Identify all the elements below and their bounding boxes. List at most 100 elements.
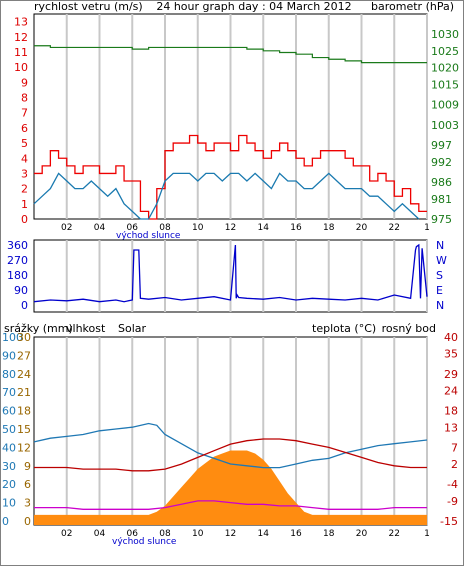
series-pressure	[34, 45, 427, 64]
tick-label-pressure: 1030	[431, 28, 459, 41]
x-tick-label: 16	[290, 223, 302, 233]
tick-label-wind: 3	[21, 167, 28, 180]
grid-temperature	[65, 337, 428, 525]
tick-label-rain: 100	[2, 331, 23, 344]
tick-label-temperature: 29	[444, 368, 458, 381]
tick-label-rain: 60	[2, 405, 16, 418]
tick-label-temperature: -15	[440, 515, 458, 528]
tick-label-temperature: 18	[444, 405, 458, 418]
tick-label-pressure: 986	[431, 176, 452, 189]
x-axis-ticks-bottom: 02 04 06 08 10 12 14 16 18 20 22 1	[61, 529, 430, 539]
tick-label-rain: 90	[2, 349, 16, 362]
tick-label-wind: 11	[14, 46, 28, 59]
tick-label-humidity: 12	[17, 441, 31, 454]
tick-label-wind: 9	[21, 76, 28, 89]
solar-axis-title: Solar	[118, 322, 147, 335]
x-tick-label: 22	[389, 223, 400, 233]
tick-label-temperature: 35	[444, 348, 458, 361]
compass-label: N	[436, 239, 444, 252]
x-tick-label: 08	[159, 223, 171, 233]
tick-label-humidity: 27	[17, 349, 31, 362]
sunrise-label-top: východ slunce	[116, 231, 181, 241]
tick-label-pressure: 1025	[431, 45, 459, 58]
tick-label-rain: 50	[2, 423, 16, 436]
tick-label-temperature: 13	[444, 421, 458, 434]
tick-label-temperature: 24	[444, 385, 458, 398]
compass-label: E	[436, 284, 443, 297]
x-tick-label: 04	[94, 223, 106, 233]
tick-label-wind: 2	[21, 183, 28, 196]
x-tick-label: 1	[424, 223, 430, 233]
x-tick-label: 14	[258, 223, 270, 233]
tick-label-pressure: 1003	[431, 119, 459, 132]
compass-label: W	[436, 254, 447, 267]
rain-axis-title: srážky (mm)	[4, 322, 73, 335]
tick-label-humidity: 15	[17, 423, 31, 436]
tick-label-rain: 40	[2, 441, 16, 454]
x-tick-label: 18	[323, 529, 335, 539]
wind-axis-title: rychlost vetru (m/s)	[34, 0, 143, 13]
grid-direction	[65, 240, 428, 312]
series-dewpoint	[34, 500, 427, 510]
tick-label-rain: 10	[2, 497, 16, 510]
compass-label: N	[436, 299, 444, 312]
tick-label-humidity: 21	[17, 386, 31, 399]
tick-label-direction: 360	[7, 239, 28, 252]
compass-label: S	[436, 269, 443, 282]
tick-label-pressure: 992	[431, 156, 452, 169]
x-tick-label: 1	[424, 529, 430, 539]
temperature-axis-title: teplota (°C)	[312, 322, 376, 335]
x-tick-label: 02	[61, 223, 72, 233]
tick-label-pressure: 997	[431, 139, 452, 152]
tick-label-rain: 0	[2, 515, 9, 528]
tick-label-temperature: -4	[447, 478, 458, 491]
tick-label-pressure: 1020	[431, 62, 459, 75]
x-tick-label: 08	[159, 529, 171, 539]
chart-title: 24 hour graph day : 04 March 2012	[156, 0, 351, 13]
temperature-axis-ticks: 40 35 29 24 18 13 7 2 -4 -9 -15	[440, 331, 458, 528]
tick-label-rain: 80	[2, 368, 16, 381]
pressure-axis-ticks: 1030 1025 1020 1015 1009 1003 997 992 986 981 975	[431, 28, 459, 226]
series-temperature	[33, 422, 428, 525]
tick-label-humidity: 6	[24, 478, 31, 491]
x-tick-label: 10	[192, 223, 204, 233]
tick-label-wind: 1	[21, 198, 28, 211]
direction-axis-ticks: 360 270 180 90 0	[7, 239, 28, 312]
tick-label-rain: 20	[2, 478, 16, 491]
tick-label-wind: 5	[21, 137, 28, 150]
tick-label-pressure: 975	[431, 213, 452, 226]
dewpoint-axis-title: rosný bod	[382, 322, 436, 335]
series-humidity	[33, 422, 428, 469]
series-temperature	[34, 438, 427, 472]
tick-label-direction: 180	[7, 269, 28, 282]
tick-label-rain: 70	[2, 386, 16, 399]
x-tick-label: 18	[323, 223, 335, 233]
tick-label-wind: 0	[21, 213, 28, 226]
x-tick-label: 10	[192, 529, 204, 539]
series-solar	[34, 450, 427, 525]
tick-label-direction: 90	[14, 284, 28, 297]
tick-label-humidity: 3	[24, 497, 31, 510]
tick-label-humidity: 9	[24, 460, 31, 473]
tick-label-temperature: 40	[444, 331, 458, 344]
series-wind-direction	[33, 243, 428, 303]
tick-label-humidity: 24	[17, 368, 31, 381]
series-wind-average	[33, 172, 420, 220]
humidity-axis-title: vlhkost	[66, 322, 106, 335]
x-tick-label: 20	[356, 529, 368, 539]
x-tick-label: 04	[94, 529, 106, 539]
x-tick-label: 06	[127, 529, 139, 539]
tick-label-temperature: -9	[447, 495, 458, 508]
tick-label-wind: 6	[21, 122, 28, 135]
tick-label-wind: 10	[14, 61, 28, 74]
series-wind-pressure	[33, 45, 427, 220]
tick-label-humidity: 0	[24, 515, 31, 528]
tick-label-pressure: 981	[431, 193, 452, 206]
tick-label-wind: 4	[21, 152, 28, 165]
tick-label-wind: 13	[14, 16, 28, 29]
x-tick-label: 12	[225, 223, 236, 233]
